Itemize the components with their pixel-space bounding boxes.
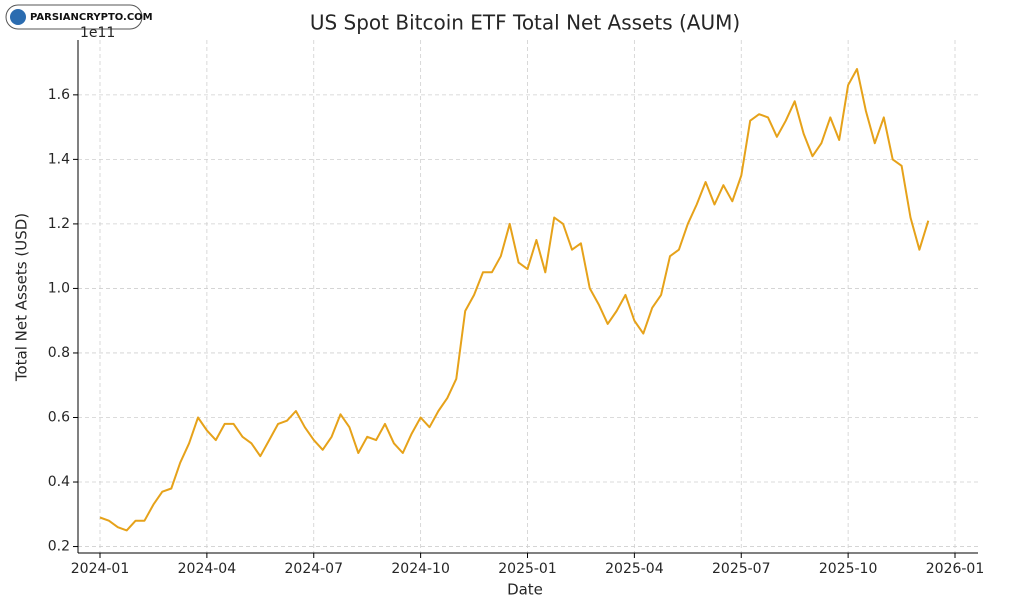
y-tick-label: 0.4	[48, 474, 70, 490]
y-tick-label: 0.2	[48, 539, 70, 555]
watermark-badge: PARSIANCRYPTO.COM	[5, 4, 153, 30]
data-line	[99, 68, 930, 532]
chart-title: US Spot Bitcoin ETF Total Net Assets (AU…	[310, 11, 740, 35]
watermark: PARSIANCRYPTO.COM	[30, 12, 153, 23]
x-tick-label: 2025-07	[712, 561, 771, 577]
badge-icon	[10, 9, 26, 25]
x-tick-label: 2025-01	[498, 561, 557, 577]
x-tick-label: 2024-10	[391, 561, 450, 577]
y-tick-label: 1.4	[48, 151, 70, 167]
y-tick-label: 1.0	[48, 280, 70, 296]
y-tick-label: 0.8	[48, 345, 70, 361]
badge-bg	[5, 4, 143, 30]
x-tick-label: 2025-10	[819, 561, 878, 577]
x-tick-label: 2026-01	[926, 561, 985, 577]
x-tick-label: 2024-07	[285, 561, 344, 577]
y-axis-label: Total Net Assets (USD)	[13, 213, 31, 382]
x-tick-label: 2024-01	[71, 561, 130, 577]
y-offset-label: 1e11	[80, 25, 115, 41]
y-tick-label: 1.6	[48, 87, 70, 103]
x-axis-label: Date	[507, 581, 543, 599]
y-tick-label: 0.6	[48, 409, 70, 425]
y-tick-label: 1.2	[48, 216, 70, 232]
x-tick-label: 2024-04	[178, 561, 237, 577]
x-tick-label: 2025-04	[605, 561, 664, 577]
